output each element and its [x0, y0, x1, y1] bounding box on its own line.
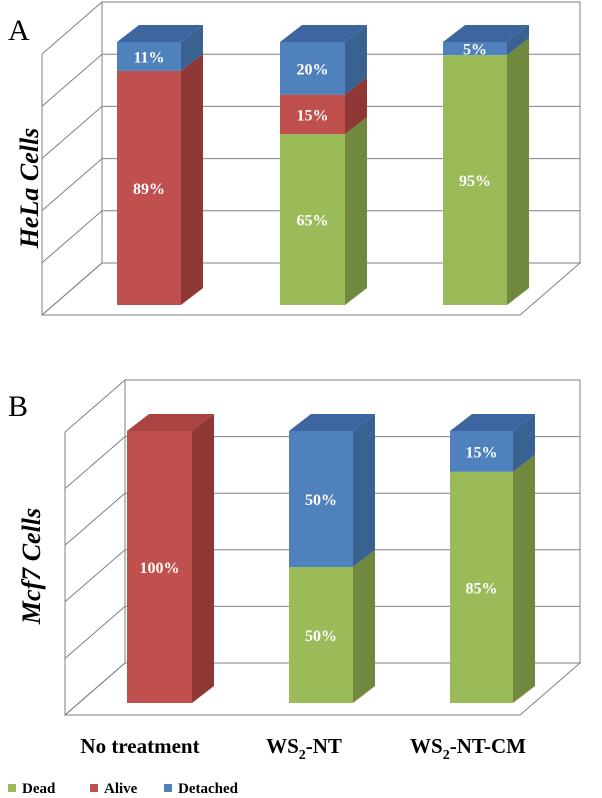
data-label: 11% — [133, 49, 164, 66]
category-label: No treatment — [80, 734, 199, 758]
side-gridline — [41, 158, 103, 211]
legend-swatch — [90, 784, 98, 792]
legend-item-alive: Alive — [90, 781, 138, 797]
side-gridline — [64, 379, 126, 433]
bar-segment-side — [345, 77, 367, 135]
legend: Dead Alive Detached — [8, 781, 239, 797]
legend-label: Alive — [104, 781, 138, 797]
bar-segment — [280, 42, 345, 95]
bar-top — [117, 25, 203, 42]
bar-segment-side — [513, 414, 535, 472]
bar-segment — [117, 42, 181, 71]
bar-stack: 50% 50% — [289, 414, 375, 703]
bar-stack: 89% 11% — [117, 25, 203, 306]
bar-segment-side — [181, 53, 203, 306]
legend-swatch — [8, 784, 16, 792]
bar-stack: 100% — [127, 414, 214, 703]
bar-top — [450, 414, 535, 431]
data-label: 15% — [297, 107, 329, 124]
bar-segment-side — [345, 117, 367, 305]
legend-item-dead: Dead — [8, 781, 56, 797]
chart-panel-b: B Mcf7 Cells 100% 50% 50% 85% 15% — [8, 379, 582, 716]
floor — [40, 262, 582, 316]
bar-stack: 95% 5% — [443, 25, 529, 306]
bar-segment — [289, 567, 353, 703]
bar-stack: 85% 15% — [450, 414, 535, 703]
legend-item-detached: Detached — [164, 781, 239, 797]
bar-segment — [443, 42, 507, 56]
side-gridline — [64, 606, 126, 659]
side-gridline — [41, 53, 103, 107]
data-label: 50% — [305, 492, 337, 509]
data-label: 20% — [297, 61, 329, 78]
bar-segment-side — [353, 550, 375, 703]
bar-top — [443, 25, 529, 42]
side-gridline — [41, 106, 103, 159]
data-label: 89% — [133, 181, 165, 198]
legend-label: Detached — [178, 781, 239, 797]
data-label: 85% — [466, 580, 498, 597]
bar-segment — [117, 70, 181, 306]
side-gridline — [64, 549, 126, 603]
bar-segment — [450, 471, 513, 703]
bar-segment-side — [507, 25, 529, 56]
data-label: 5% — [463, 42, 487, 59]
legend-label: Dead — [22, 781, 56, 797]
panel-letter: B — [8, 390, 28, 423]
bar-segment — [289, 431, 353, 567]
data-label: 95% — [459, 173, 491, 190]
bar-segment — [450, 431, 513, 472]
side-gridline — [64, 436, 126, 489]
data-label: 100% — [140, 560, 180, 577]
bar-top — [127, 414, 214, 431]
bar-segment-side — [345, 25, 367, 95]
bar-segment — [443, 55, 507, 306]
category-label: WS2-NT — [266, 734, 342, 763]
legend-swatch — [164, 784, 172, 792]
bar-segment-side — [353, 414, 375, 567]
panel-letter: A — [8, 14, 30, 47]
side-gridline — [64, 492, 126, 546]
bar-segment — [127, 431, 192, 703]
bar-segment-side — [181, 25, 203, 71]
data-label: 50% — [305, 628, 337, 645]
data-label: 15% — [466, 444, 498, 461]
bar-top — [280, 25, 367, 42]
bar-segment — [280, 134, 345, 305]
y-axis-label: Mcf7 Cells — [17, 508, 46, 625]
bar-top — [289, 414, 375, 431]
data-label: 65% — [297, 213, 329, 230]
bar-segment-side — [513, 454, 535, 703]
bar-stack: 65% 15% 20% — [280, 25, 367, 305]
category-label: WS2-NT-CM — [410, 734, 526, 763]
bar-segment-side — [192, 414, 214, 703]
chart-panel-a: A HeLa Cells 89% 11% 65% 15% 20% 95% 5% — [8, 1, 582, 316]
side-gridline — [41, 210, 103, 264]
side-gridline — [41, 1, 103, 55]
bar-segment-side — [507, 38, 529, 306]
floor — [63, 662, 582, 716]
y-axis-label: HeLa Cells — [15, 128, 44, 250]
bar-segment — [280, 94, 345, 135]
